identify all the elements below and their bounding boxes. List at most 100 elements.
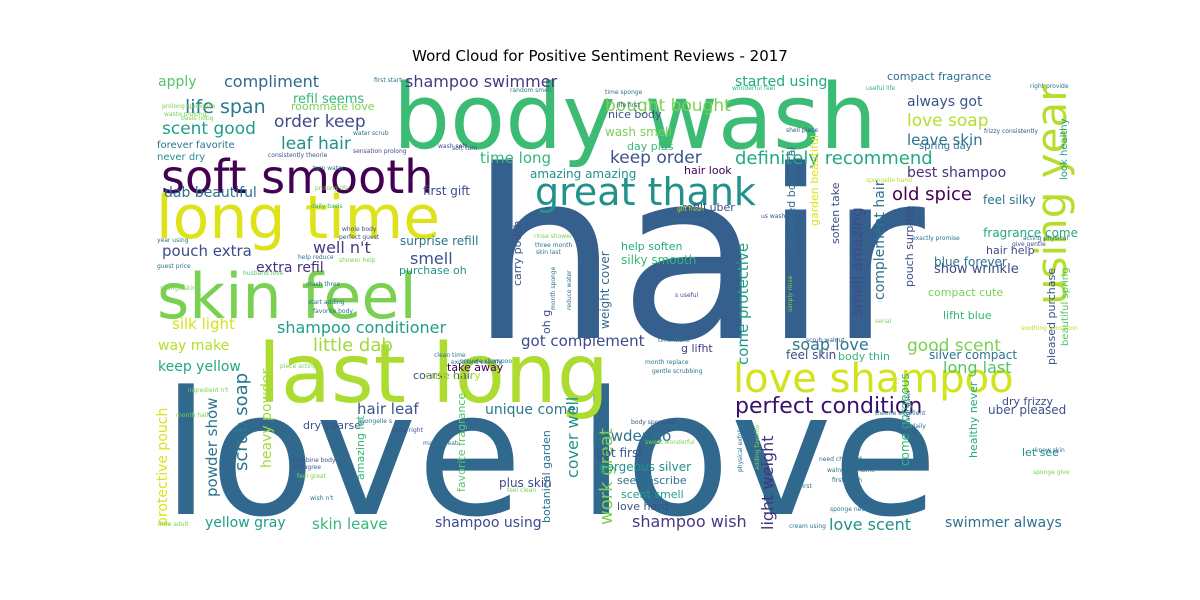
word-cream-using: cream using — [789, 523, 826, 530]
word-combine-body: combine body — [293, 457, 336, 464]
word-shell-piece: shell piece — [786, 127, 818, 134]
word-complement-hair: complement hair — [872, 180, 888, 300]
word-feel-skin: feel skin — [786, 348, 836, 362]
word-amazing-amazing: amazing amazing — [530, 167, 636, 181]
word-acting-physical: acting physical — [1023, 235, 1068, 242]
word-smell-amazing: smell amazing — [848, 207, 866, 316]
word-work-great: work great — [596, 428, 617, 525]
word-love-shampoo: love shampoo — [733, 356, 1014, 402]
word-soap-love: soap love — [792, 335, 869, 354]
word-roommate-love: roommate love — [291, 100, 375, 113]
word-keep-order: keep order — [610, 148, 702, 168]
word-s-useful: s useful — [675, 292, 699, 299]
word-great-thank: great thank — [535, 170, 756, 214]
word-physical-exfoliant: physical exfoliant — [737, 419, 744, 472]
word-waste-prolong: waste prolong — [164, 111, 207, 118]
word-feel-clean: feel clean — [507, 487, 536, 494]
word-lifht-blue: lifht blue — [943, 309, 992, 322]
word-soft-turn: soft turn — [452, 145, 478, 152]
word-theorie-excellent: theorie excellent — [875, 410, 926, 417]
word-definitely-recommend: definitely recommend — [735, 148, 933, 169]
word-weight-cover: weight cover — [598, 251, 612, 329]
word-best-shampoo: best shampoo — [907, 165, 1006, 181]
word-piece-acting: piece acting — [280, 363, 317, 370]
word-cute-carry: cute carry — [425, 369, 481, 382]
word-prolong-life: prolong life — [315, 185, 349, 192]
word-life-first: life first — [617, 102, 640, 109]
word-sponge-need: sponge need — [830, 506, 869, 513]
word-right-provide: right provide — [1030, 83, 1069, 90]
word-g-lifht: g lifht — [681, 342, 713, 355]
word-serial: serial — [875, 318, 892, 325]
word-pleased-purchase: pleased purchase — [1045, 268, 1058, 365]
word-husband-love: husband love — [243, 270, 284, 277]
word-shampoo-wish: shampoo wish — [632, 512, 747, 531]
word-three-month: three month — [535, 242, 572, 249]
word-long-time: long time — [156, 183, 440, 253]
word-look-healthy: look healthy — [1059, 118, 1070, 180]
word-wash-smell: wash smell — [605, 125, 672, 139]
word-ingredient-n-t: ingredient n't — [188, 387, 229, 394]
word-adding-favorite: adding favorite — [754, 424, 761, 470]
word-silky-smooth: silky smooth — [621, 253, 696, 267]
word-wish-n-t: wish n't — [310, 495, 334, 502]
word-body-thin: body thin — [838, 350, 890, 363]
word-cover-well: cover well — [563, 397, 582, 478]
word-pouch-extra: pouch extra — [162, 242, 252, 260]
word-time-long: time long — [480, 149, 551, 167]
word-love-soap: love soap — [907, 111, 989, 131]
word-provide-shampoo: provide shampoo — [460, 358, 512, 365]
word-first-gift: first gift — [423, 184, 470, 198]
word-help-soften: help soften — [621, 240, 682, 253]
word-n-t-agree: n't agree — [294, 464, 321, 471]
word-month-sponge: month sponge — [550, 266, 557, 310]
word-soft-smooth: soft smooth — [161, 150, 433, 204]
word-forever-favorite: forever favorite — [157, 140, 235, 151]
word-sweet-wonderful: sweet wonderful — [645, 439, 695, 446]
word-water-scrub: water scrub — [353, 130, 389, 137]
word-scent-smell: scent smell — [621, 488, 684, 501]
word-purchase-oh: purchase oh — [399, 264, 467, 277]
word-hair-help: hair help — [986, 244, 1035, 257]
word-compact-fragrance: compact fragrance — [887, 70, 991, 83]
word-blue-forever: blue forever — [934, 255, 1007, 269]
word-price-right: price right — [392, 427, 424, 434]
word-got-first: got first — [596, 446, 643, 460]
word-coarse-hair: coarse hair — [413, 369, 475, 382]
word-apply: apply — [158, 74, 197, 90]
word-skin-feel: skin feel — [157, 260, 417, 333]
word-leave-skin: leave skin — [907, 131, 983, 149]
word-excellent-exactly: excellent exactly — [451, 359, 502, 366]
word-little-adult: little adult — [158, 521, 189, 528]
word-gentle-scrubbing: gentle scrubbing — [652, 368, 703, 375]
word-feel-great: feel great — [297, 473, 327, 480]
word-guest-price: guest price — [157, 263, 191, 270]
word-using-year: using year — [1027, 84, 1076, 305]
word-dry-coarse: dry coarse — [303, 419, 361, 432]
word-skin-leave: skin leave — [312, 515, 388, 533]
word-always-got: always got — [907, 94, 983, 110]
word-know-skin: know skin — [1035, 447, 1065, 454]
word-take-away: take away — [447, 361, 504, 374]
word-silk-light: silk light — [172, 315, 235, 333]
word-exactly-promise: exactly promise — [912, 235, 960, 242]
word-nice-body: nice body — [608, 108, 662, 121]
word-first-mash: first mash — [832, 477, 862, 484]
word-uber-pleased: uber pleased — [988, 403, 1066, 417]
word-beautiful-spring: beautiful spring — [1060, 267, 1071, 346]
word-protective-pouch: protective pouch — [155, 408, 171, 526]
word-gift-fresh: gift fresh — [677, 206, 704, 213]
word-swimmer-always: swimmer always — [945, 515, 1062, 531]
word-year-using: year using — [157, 237, 189, 244]
word-wash-soft: wash soft — [438, 143, 467, 150]
word-sponge-give: sponge give — [1033, 469, 1070, 476]
word-basis-notig: basis notig — [181, 115, 214, 122]
word-spring-day: spring day — [919, 141, 972, 152]
word-shampoo-swimmer: shampoo swimmer — [405, 72, 558, 91]
word-useful-life: useful life — [866, 85, 896, 92]
word-fragrance-come: fragrance come — [983, 226, 1078, 240]
word-help-reduce: help reduce — [298, 254, 334, 261]
word-dry-frizzy: dry frizzy — [1002, 395, 1054, 408]
word-long-last: long last — [943, 358, 1011, 377]
